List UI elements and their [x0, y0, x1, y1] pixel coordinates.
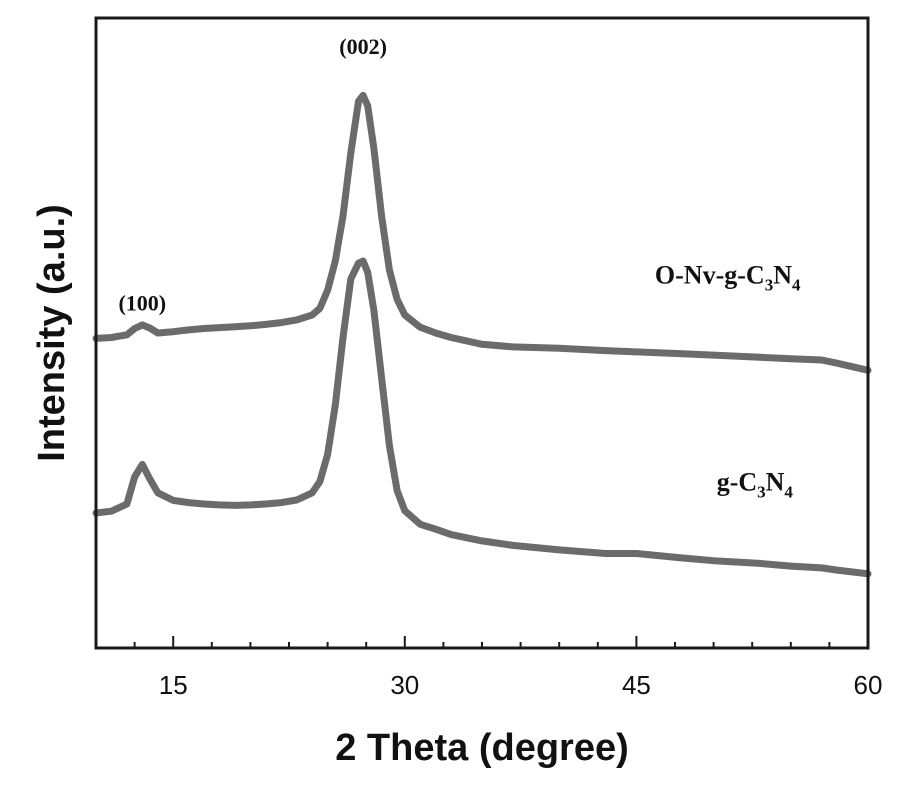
series-labels: O-Nv-g-C3N4 g-C3N4: [655, 261, 801, 502]
x-tick-label: 30: [390, 670, 419, 700]
x-tick-label: 60: [854, 670, 883, 700]
peak-label: (002): [339, 34, 387, 59]
series-line-1: [92, 257, 872, 578]
series-line-0: [92, 91, 872, 374]
peak-label: (100): [118, 291, 166, 316]
series-label-1: g-C3N4: [717, 468, 794, 502]
x-ticks: 15 30 45 60: [95, 636, 883, 700]
plot-frame: [94, 16, 870, 650]
x-tick-label: 45: [622, 670, 651, 700]
peak-annotations: (100) (002): [118, 34, 386, 316]
x-axis-title: 2 Theta (degree): [335, 727, 629, 769]
series-layer: [92, 91, 872, 578]
series-label-0: O-Nv-g-C3N4: [655, 261, 801, 295]
x-tick-label: 15: [159, 670, 188, 700]
y-axis-title: Intensity (a.u.): [31, 204, 73, 462]
